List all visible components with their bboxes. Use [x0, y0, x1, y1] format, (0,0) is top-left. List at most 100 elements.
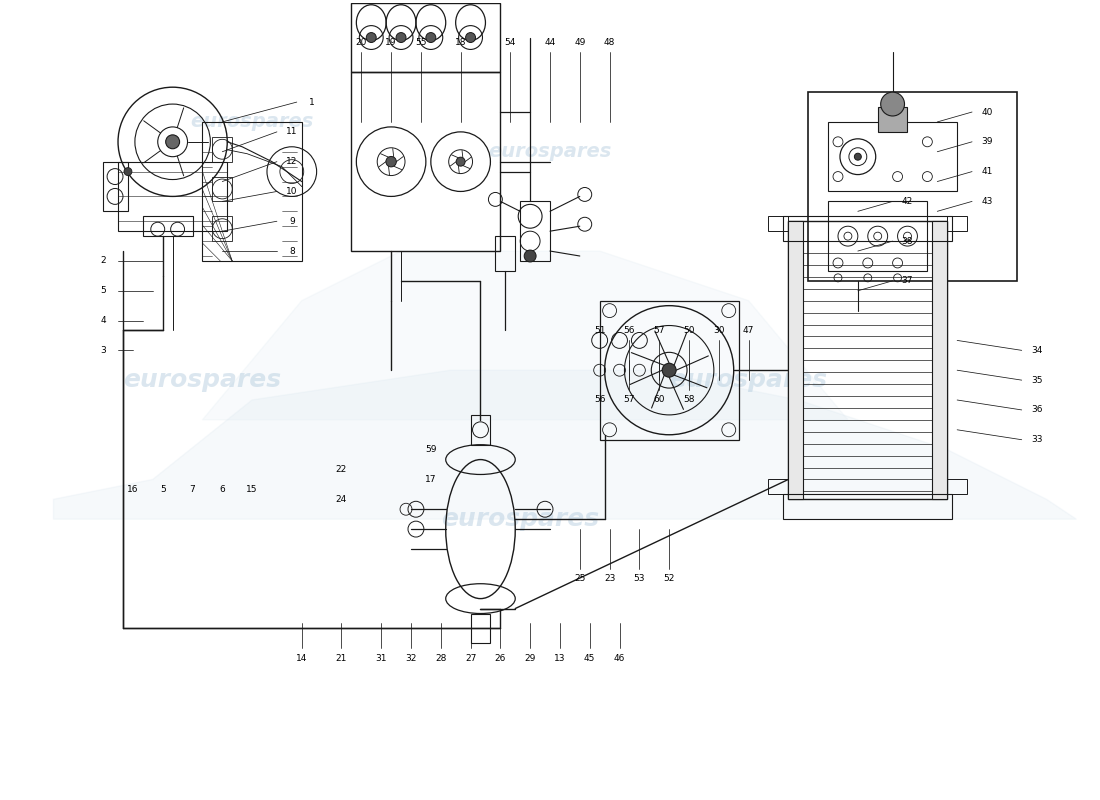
Text: 51: 51: [594, 326, 605, 335]
Text: 60: 60: [653, 395, 666, 405]
Text: 56: 56: [624, 326, 635, 335]
Text: 25: 25: [574, 574, 585, 583]
Text: 40: 40: [981, 107, 992, 117]
Circle shape: [662, 363, 676, 377]
Circle shape: [881, 92, 904, 116]
Bar: [783, 494, 953, 519]
Bar: [212, 177, 232, 202]
Bar: [600, 301, 739, 440]
Bar: [471, 415, 491, 445]
Text: 19: 19: [385, 38, 397, 47]
Bar: [828, 122, 957, 191]
Text: eurospares: eurospares: [441, 507, 600, 531]
Bar: [783, 216, 953, 241]
Text: 31: 31: [375, 654, 387, 662]
Bar: [947, 479, 967, 494]
Bar: [143, 216, 192, 236]
Text: 54: 54: [505, 38, 516, 47]
Bar: [878, 107, 908, 132]
Text: 7: 7: [189, 485, 196, 494]
Text: 10: 10: [286, 187, 298, 196]
Text: 26: 26: [495, 654, 506, 662]
Text: 38: 38: [902, 237, 913, 246]
Text: 33: 33: [1031, 435, 1043, 444]
Bar: [103, 162, 128, 211]
Text: 47: 47: [742, 326, 755, 335]
Text: 34: 34: [1031, 346, 1043, 355]
Text: 56: 56: [594, 395, 605, 405]
Text: 37: 37: [902, 276, 913, 286]
Text: 2: 2: [100, 257, 106, 266]
Bar: [351, 2, 501, 72]
Circle shape: [366, 33, 376, 42]
Bar: [947, 216, 967, 231]
Bar: [351, 72, 501, 251]
Text: 50: 50: [683, 326, 695, 335]
Text: 13: 13: [554, 654, 565, 662]
Polygon shape: [54, 370, 1076, 519]
Text: 53: 53: [634, 574, 645, 583]
Text: 44: 44: [544, 38, 556, 47]
Text: 27: 27: [465, 654, 476, 662]
Circle shape: [426, 33, 436, 42]
Bar: [933, 222, 947, 499]
Text: 12: 12: [286, 157, 297, 166]
Circle shape: [855, 154, 861, 160]
Polygon shape: [202, 251, 848, 420]
Bar: [808, 92, 1016, 281]
Circle shape: [465, 33, 475, 42]
Bar: [769, 479, 789, 494]
Text: 32: 32: [405, 654, 417, 662]
Text: 58: 58: [683, 395, 695, 405]
Text: 46: 46: [614, 654, 625, 662]
Text: 20: 20: [355, 38, 367, 47]
Circle shape: [396, 33, 406, 42]
Text: eurospares: eurospares: [488, 142, 612, 162]
Text: 4: 4: [100, 316, 106, 325]
Bar: [520, 202, 550, 261]
Bar: [471, 614, 491, 643]
Text: 35: 35: [1031, 376, 1043, 385]
Bar: [202, 122, 301, 261]
Text: 11: 11: [286, 127, 298, 136]
Circle shape: [525, 250, 536, 262]
Circle shape: [166, 135, 179, 149]
Bar: [212, 216, 232, 241]
Text: 48: 48: [604, 38, 615, 47]
Text: eurospares: eurospares: [670, 368, 827, 392]
Text: eurospares: eurospares: [190, 113, 314, 131]
Circle shape: [386, 157, 396, 167]
Text: 18: 18: [455, 38, 466, 47]
Text: eurospares: eurospares: [123, 368, 282, 392]
Bar: [118, 162, 228, 231]
Text: 43: 43: [981, 197, 992, 206]
Text: 6: 6: [219, 485, 225, 494]
Circle shape: [124, 168, 132, 175]
Text: 59: 59: [425, 445, 437, 454]
Text: 8: 8: [289, 246, 295, 255]
Bar: [789, 222, 803, 499]
Text: 15: 15: [246, 485, 257, 494]
Text: 9: 9: [289, 217, 295, 226]
Text: 39: 39: [981, 138, 992, 146]
Text: 23: 23: [604, 574, 615, 583]
Text: 24: 24: [336, 495, 348, 504]
Text: 49: 49: [574, 38, 585, 47]
Bar: [212, 137, 232, 162]
Text: 28: 28: [436, 654, 447, 662]
Text: 42: 42: [902, 197, 913, 206]
Text: 22: 22: [336, 465, 348, 474]
Text: 1: 1: [309, 98, 315, 106]
Text: 21: 21: [336, 654, 348, 662]
Text: 41: 41: [981, 167, 992, 176]
Text: 30: 30: [713, 326, 725, 335]
Bar: [789, 222, 947, 499]
Text: 5: 5: [100, 286, 106, 295]
Text: 36: 36: [1031, 406, 1043, 414]
Circle shape: [456, 157, 465, 166]
Text: 55: 55: [415, 38, 427, 47]
Text: 57: 57: [624, 395, 635, 405]
Bar: [769, 216, 789, 231]
Text: 29: 29: [525, 654, 536, 662]
Text: 16: 16: [128, 485, 139, 494]
